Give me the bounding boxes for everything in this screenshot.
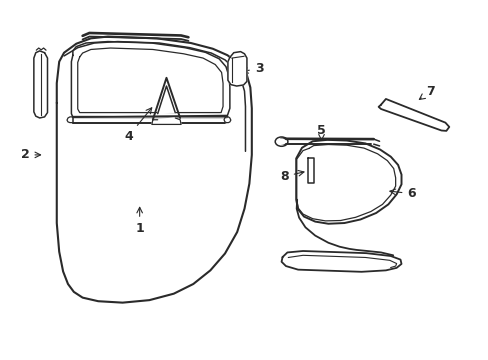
Text: 3: 3 xyxy=(242,62,263,75)
Text: 6: 6 xyxy=(389,187,415,200)
Text: 5: 5 xyxy=(317,124,325,140)
Text: 2: 2 xyxy=(20,148,41,161)
Text: 4: 4 xyxy=(124,108,151,143)
Polygon shape xyxy=(307,158,314,183)
Polygon shape xyxy=(57,37,251,303)
Polygon shape xyxy=(378,99,448,131)
Polygon shape xyxy=(152,118,181,125)
Text: 1: 1 xyxy=(135,207,144,235)
Polygon shape xyxy=(296,140,401,224)
Text: 7: 7 xyxy=(419,85,434,99)
Polygon shape xyxy=(34,51,47,118)
Polygon shape xyxy=(227,51,246,86)
Text: 8: 8 xyxy=(280,170,304,183)
Polygon shape xyxy=(281,251,401,272)
Circle shape xyxy=(277,138,285,145)
Polygon shape xyxy=(158,86,175,114)
